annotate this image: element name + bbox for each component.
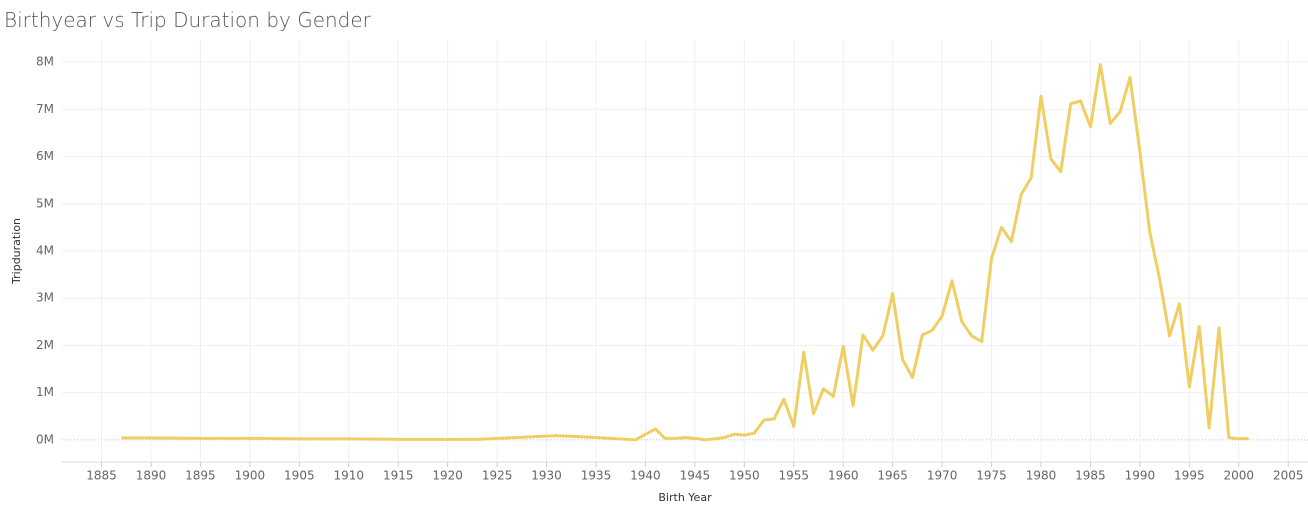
- x-axis-title: Birth Year: [658, 491, 712, 504]
- x-tick-label: 1950: [729, 469, 760, 483]
- x-tick-label: 1925: [482, 469, 513, 483]
- x-tick-label: 1985: [1075, 469, 1106, 483]
- x-tick-label: 1960: [828, 469, 859, 483]
- x-tick-label: 1955: [779, 469, 810, 483]
- x-tick-label: 1945: [680, 469, 711, 483]
- chart-title: Birthyear vs Trip Duration by Gender: [4, 8, 372, 32]
- x-tick-label: 1890: [136, 469, 167, 483]
- x-tick-label: 1935: [581, 469, 612, 483]
- y-tick-label: 0M: [36, 432, 54, 446]
- x-tick-label: 1920: [432, 469, 463, 483]
- y-axis-title: Tripduration: [10, 218, 23, 285]
- x-tick-label: 1965: [877, 469, 908, 483]
- x-tick-label: 1990: [1125, 469, 1156, 483]
- x-tick-label: 1910: [334, 469, 365, 483]
- x-tick-label: 1895: [185, 469, 216, 483]
- x-tick-label: 1885: [86, 469, 117, 483]
- y-tick-label: 6M: [36, 149, 54, 163]
- y-tick-label: 2M: [36, 338, 54, 352]
- x-tick-label: 1940: [630, 469, 661, 483]
- y-tick-label: 3M: [36, 291, 54, 305]
- x-tick-label: 1970: [927, 469, 958, 483]
- y-tick-label: 5M: [36, 196, 54, 210]
- x-tick-label: 2000: [1224, 469, 1255, 483]
- x-tick-label: 1900: [235, 469, 266, 483]
- x-tick-label: 1980: [1026, 469, 1057, 483]
- x-tick-label: 1930: [531, 469, 562, 483]
- y-tick-label: 8M: [36, 55, 54, 69]
- x-tick-label: 1915: [383, 469, 414, 483]
- x-tick-label: 1995: [1174, 469, 1205, 483]
- x-tick-label: 1975: [976, 469, 1007, 483]
- data-line: [121, 63, 1249, 442]
- y-tick-label: 4M: [36, 244, 54, 258]
- x-tick-label: 1905: [284, 469, 315, 483]
- y-tick-label: 1M: [36, 385, 54, 399]
- x-tick-label: 2005: [1273, 469, 1304, 483]
- y-tick-label: 7M: [36, 102, 54, 116]
